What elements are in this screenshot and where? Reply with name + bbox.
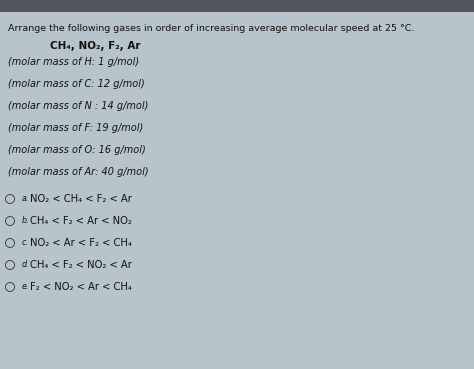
Bar [0,0,474,11]
Text: (molar mass of N : 14 g/mol): (molar mass of N : 14 g/mol) [8,101,148,111]
Text: F₂ < NO₂ < Ar < CH₄: F₂ < NO₂ < Ar < CH₄ [30,282,132,292]
Text: CH₄, NO₂, F₂, Ar: CH₄, NO₂, F₂, Ar [50,41,140,51]
Text: d.: d. [22,260,29,269]
Text: NO₂ < CH₄ < F₂ < Ar: NO₂ < CH₄ < F₂ < Ar [30,194,132,204]
Text: a.: a. [22,194,29,203]
Text: (molar mass of H: 1 g/mol): (molar mass of H: 1 g/mol) [8,57,139,67]
Text: b.: b. [22,216,29,225]
Text: (molar mass of O: 16 g/mol): (molar mass of O: 16 g/mol) [8,145,146,155]
Text: e.: e. [22,282,29,291]
Text: (molar mass of C: 12 g/mol): (molar mass of C: 12 g/mol) [8,79,145,89]
Text: Arrange the following gases in order of increasing average molecular speed at 25: Arrange the following gases in order of … [8,24,414,33]
Text: NO₂ < Ar < F₂ < CH₄: NO₂ < Ar < F₂ < CH₄ [30,238,132,248]
Text: (molar mass of F: 19 g/mol): (molar mass of F: 19 g/mol) [8,123,143,133]
Text: CH₄ < F₂ < Ar < NO₂: CH₄ < F₂ < Ar < NO₂ [30,216,132,226]
Text: c.: c. [22,238,29,247]
Text: (molar mass of Ar: 40 g/mol): (molar mass of Ar: 40 g/mol) [8,167,149,177]
Text: CH₄ < F₂ < NO₂ < Ar: CH₄ < F₂ < NO₂ < Ar [30,260,132,270]
